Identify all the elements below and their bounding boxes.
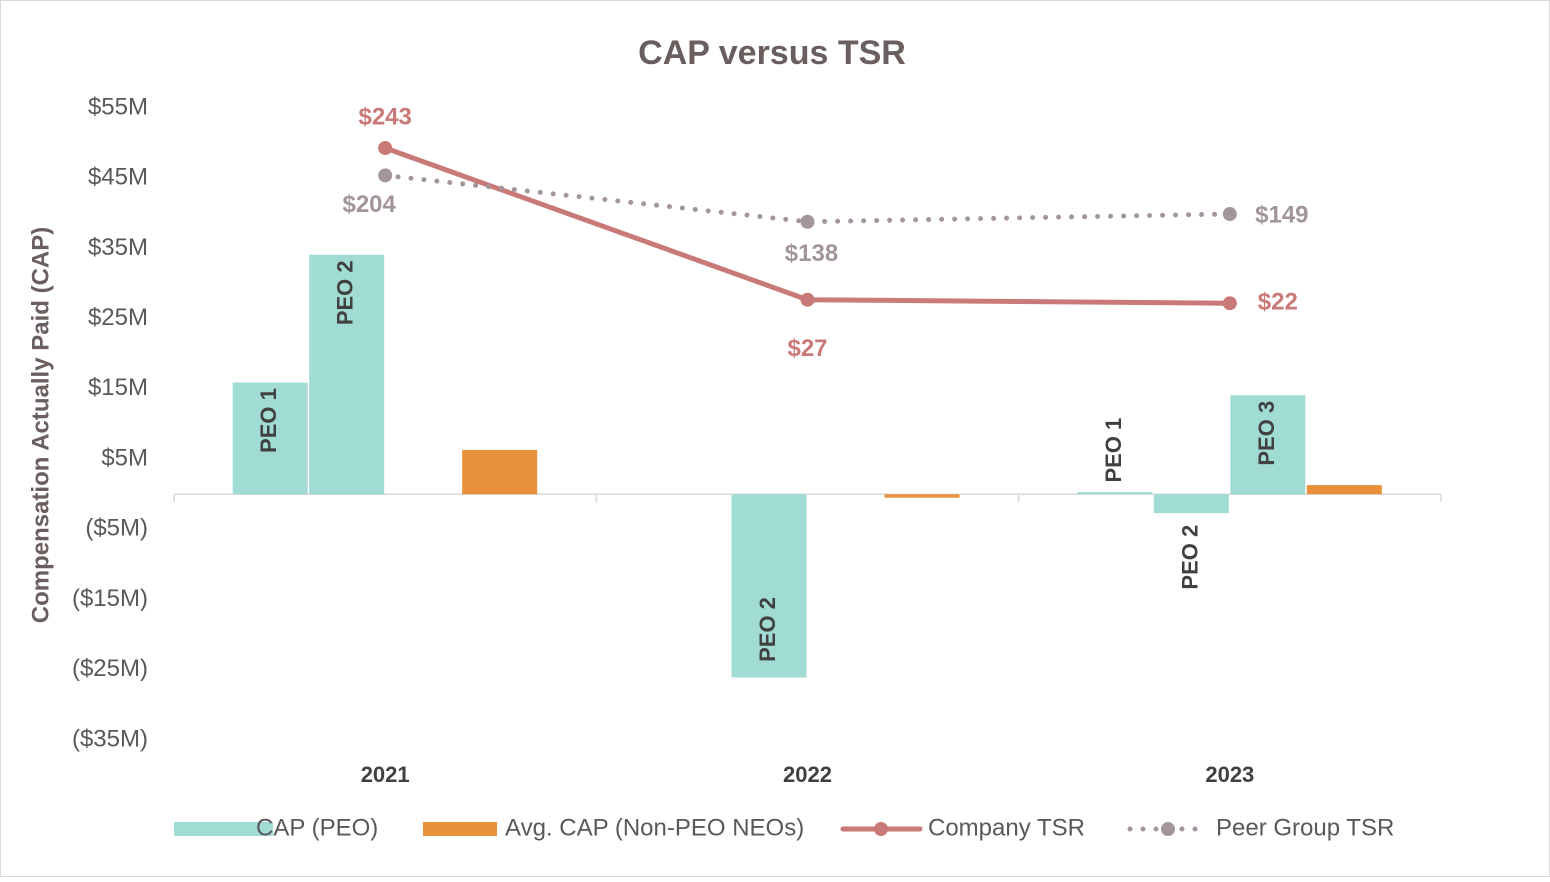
bar (1077, 492, 1153, 495)
y-tick-label: ($25M) (72, 655, 148, 682)
x-tick-label: 2022 (783, 762, 832, 787)
y-tick-label: $45M (88, 164, 148, 191)
marker (378, 141, 393, 156)
bar-label: PEO 3 (1254, 401, 1279, 466)
data-label: $22 (1258, 289, 1298, 316)
y-tick-label: $25M (88, 304, 148, 331)
data-label: $27 (787, 335, 827, 362)
bar (1153, 494, 1229, 514)
legend-marker (1161, 822, 1175, 836)
y-tick-label: $55M (88, 93, 148, 120)
y-tick-label: $35M (88, 234, 148, 261)
y-tick-label: ($35M) (72, 725, 148, 752)
legend-marker (874, 822, 888, 836)
marker (1222, 296, 1237, 311)
legend-label: Avg. CAP (Non-PEO NEOs) (505, 814, 804, 841)
y-axis-title: Compensation Actually Paid (CAP) (27, 227, 54, 624)
chart-title: CAP versus TSR (638, 34, 906, 72)
legend-swatch (174, 822, 273, 836)
data-label: $138 (785, 240, 838, 267)
y-tick-label: ($15M) (72, 585, 148, 612)
legend-label: Company TSR (928, 814, 1085, 841)
marker (800, 292, 815, 307)
marker (378, 168, 393, 183)
marker (800, 214, 815, 229)
y-tick-label: ($5M) (85, 515, 148, 542)
data-label: $149 (1255, 201, 1308, 228)
marker (1222, 207, 1237, 222)
bar (309, 254, 385, 495)
bar (1306, 485, 1382, 495)
x-tick-label: 2021 (361, 762, 410, 787)
data-label: $204 (342, 191, 396, 218)
line (382, 172, 1233, 225)
legend-label: Peer Group TSR (1216, 814, 1394, 841)
bar-label: PEO 2 (333, 260, 358, 325)
y-tick-label: $15M (88, 374, 148, 401)
bar-label: PEO 2 (1177, 525, 1202, 590)
data-label: $243 (358, 103, 411, 130)
bar (232, 382, 308, 495)
bar (731, 494, 807, 678)
bar (1230, 395, 1306, 495)
bar-label: PEO 2 (755, 597, 780, 662)
bar-label: PEO 1 (256, 388, 281, 453)
legend-swatch (423, 822, 497, 836)
bar (884, 494, 960, 498)
legend-label: CAP (PEO) (256, 814, 378, 841)
x-tick-label: 2023 (1205, 762, 1254, 787)
bar (462, 449, 538, 495)
y-tick-label: $5M (101, 444, 148, 471)
bar-label: PEO 1 (1101, 418, 1126, 483)
